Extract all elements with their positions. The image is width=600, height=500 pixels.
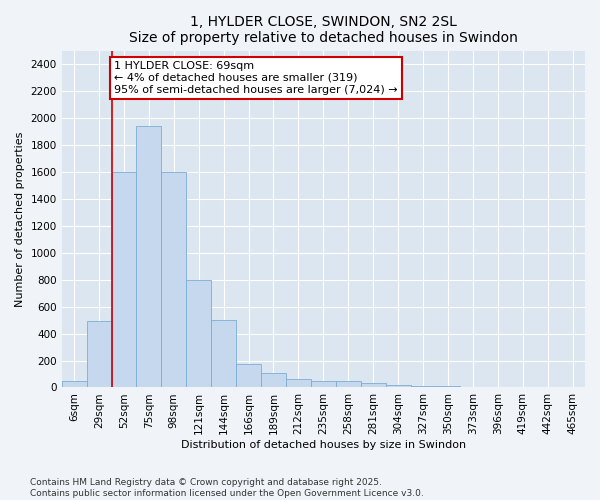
Bar <box>361 382 386 388</box>
Text: 1 HYLDER CLOSE: 69sqm
← 4% of detached houses are smaller (319)
95% of semi-deta: 1 HYLDER CLOSE: 69sqm ← 4% of detached h… <box>114 62 398 94</box>
Bar <box>410 386 436 388</box>
Bar <box>311 382 336 388</box>
Bar <box>62 380 86 388</box>
X-axis label: Distribution of detached houses by size in Swindon: Distribution of detached houses by size … <box>181 440 466 450</box>
Bar <box>136 126 161 388</box>
Bar <box>436 386 460 388</box>
Bar <box>236 364 261 388</box>
Bar <box>460 387 485 388</box>
Bar <box>161 172 186 388</box>
Bar <box>336 382 361 388</box>
Bar <box>261 372 286 388</box>
Bar <box>286 380 311 388</box>
Y-axis label: Number of detached properties: Number of detached properties <box>15 132 25 306</box>
Bar <box>112 172 136 388</box>
Bar <box>386 385 410 388</box>
Title: 1, HYLDER CLOSE, SWINDON, SN2 2SL
Size of property relative to detached houses i: 1, HYLDER CLOSE, SWINDON, SN2 2SL Size o… <box>129 15 518 45</box>
Bar <box>211 320 236 388</box>
Bar <box>86 322 112 388</box>
Text: Contains HM Land Registry data © Crown copyright and database right 2025.
Contai: Contains HM Land Registry data © Crown c… <box>30 478 424 498</box>
Bar <box>186 280 211 388</box>
